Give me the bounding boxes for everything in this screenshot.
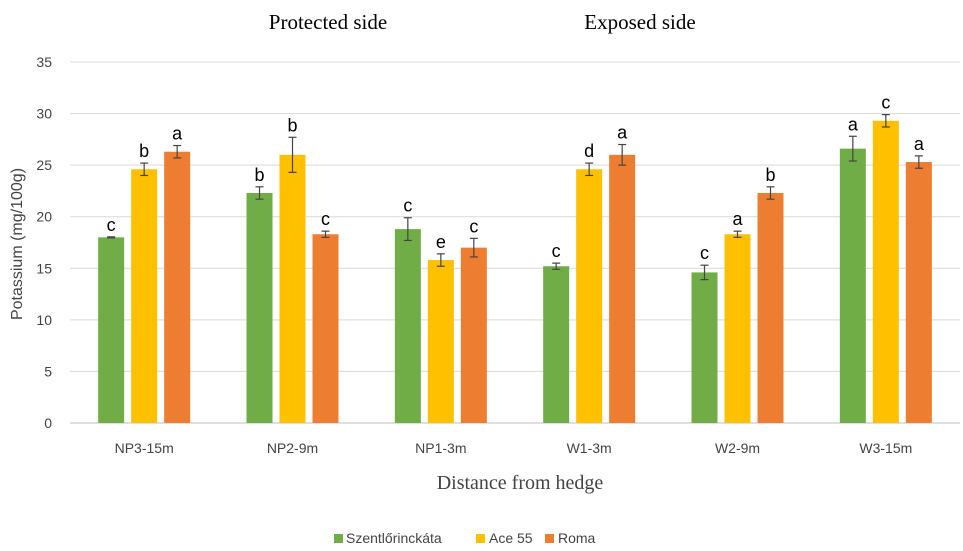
x-tick-label: W1-3m	[567, 440, 612, 456]
data-label: c	[107, 215, 116, 235]
data-label: a	[172, 124, 183, 144]
bar	[427, 260, 454, 423]
title-exposed-side: Exposed side	[584, 10, 695, 34]
bar	[394, 229, 421, 423]
y-tick-label: 25	[36, 157, 52, 173]
data-label: a	[617, 123, 628, 143]
legend-swatch-ace55	[476, 534, 485, 543]
y-axis-ticks: 0 5 10 15 20 25 30 35	[36, 54, 52, 431]
y-tick-label: 0	[44, 415, 52, 431]
x-tick-label: NP1-3m	[415, 440, 466, 456]
data-label: a	[914, 134, 925, 154]
data-label: b	[254, 165, 264, 185]
bar	[164, 151, 191, 423]
x-axis-label: Distance from hedge	[437, 472, 604, 494]
bars: c b a b b c c e c c d a c a b a c a	[98, 93, 932, 424]
data-label: c	[700, 243, 709, 263]
data-label: c	[469, 216, 478, 236]
data-label: d	[584, 141, 594, 161]
legend: Szentlőrinckáta Ace 55 Roma	[334, 530, 596, 546]
bar	[757, 192, 784, 423]
legend-swatch-szentlorinckata	[334, 534, 343, 543]
title-protected-side: Protected side	[269, 10, 387, 34]
bar	[576, 169, 603, 423]
x-tick-label: NP3-15m	[115, 440, 174, 456]
y-tick-label: 20	[36, 209, 52, 225]
x-tick-label: W3-15m	[859, 440, 912, 456]
gridlines	[70, 61, 960, 424]
bar	[246, 192, 273, 423]
y-tick-label: 10	[36, 312, 52, 328]
data-label: a	[732, 209, 743, 229]
x-axis-ticks: NP3-15m NP2-9m NP1-3m W1-3m W2-9m W3-15m	[115, 440, 913, 456]
legend-label-szentlorinckata: Szentlőrinckáta	[346, 530, 442, 546]
y-tick-label: 15	[36, 260, 52, 276]
legend-label-roma: Roma	[558, 530, 596, 546]
y-tick-label: 30	[36, 106, 52, 122]
x-tick-label: W2-9m	[715, 440, 760, 456]
bar	[98, 237, 125, 423]
bar	[905, 162, 932, 423]
data-label: c	[321, 209, 330, 229]
bar	[312, 234, 339, 423]
data-label: b	[287, 115, 297, 135]
bar	[839, 148, 866, 423]
bar	[460, 247, 487, 423]
data-label: b	[765, 165, 775, 185]
bar	[131, 169, 158, 423]
data-label: c	[552, 241, 561, 261]
data-label: c	[403, 196, 412, 216]
bar	[609, 154, 636, 424]
bar	[724, 234, 751, 423]
y-tick-label: 5	[44, 363, 52, 379]
data-label: b	[139, 141, 149, 161]
data-label: a	[848, 114, 859, 134]
x-tick-label: NP2-9m	[267, 440, 318, 456]
data-label: c	[881, 93, 890, 113]
y-tick-label: 35	[36, 54, 52, 70]
bar	[691, 272, 718, 423]
bar	[872, 120, 899, 423]
y-axis-label: Potassium (mg/100g)	[9, 168, 26, 320]
legend-swatch-roma	[545, 534, 554, 543]
data-label: e	[436, 232, 446, 252]
legend-label-ace55: Ace 55	[489, 530, 533, 546]
bar	[279, 154, 306, 424]
bar	[543, 266, 570, 423]
